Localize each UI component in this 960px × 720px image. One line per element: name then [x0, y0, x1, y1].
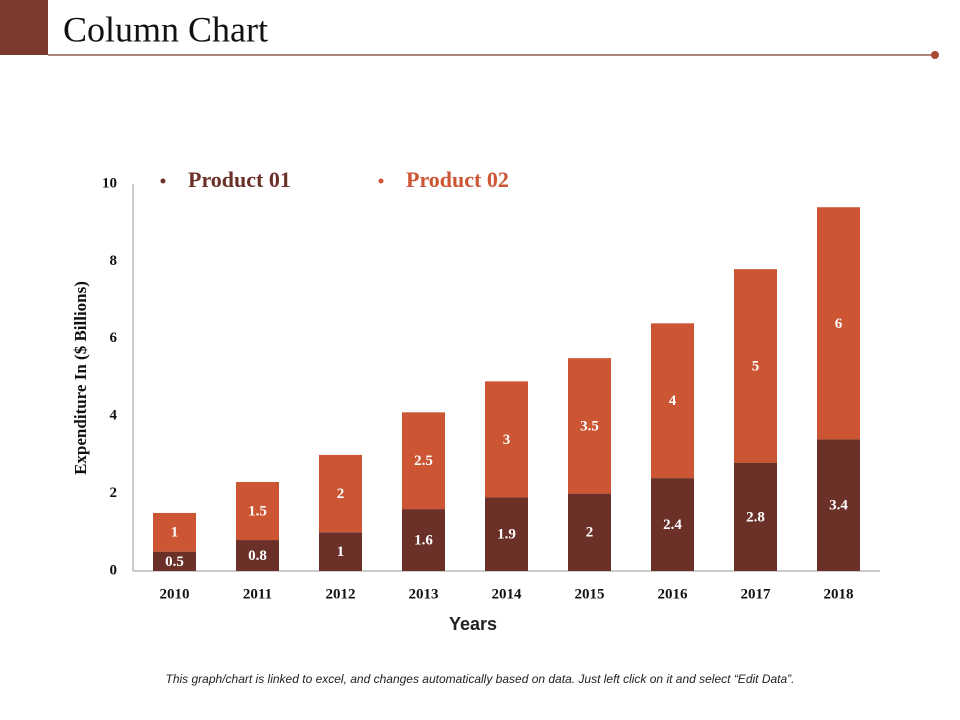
- bar-segment: [153, 512, 196, 552]
- bar-segment: [734, 269, 777, 463]
- data-label: 2: [586, 525, 594, 541]
- data-label: 0.8: [248, 548, 267, 564]
- bar-segment: [485, 381, 528, 498]
- bar-segment: [402, 412, 445, 510]
- data-label: 5: [752, 358, 760, 374]
- bar-segment: [817, 207, 860, 440]
- data-label: 0.5: [165, 554, 184, 570]
- legend-bullet: [378, 178, 384, 184]
- x-tick-label: 2015: [575, 586, 605, 602]
- bar-segment: [319, 454, 362, 533]
- bar-segment: [568, 493, 611, 571]
- y-tick-label: 2: [110, 485, 118, 501]
- data-label: 3.4: [829, 498, 848, 514]
- x-tick-label: 2014: [492, 586, 523, 602]
- bar-segment: [734, 462, 777, 571]
- bar-segment: [402, 509, 445, 571]
- data-label: 6: [835, 316, 843, 332]
- footnote: This graph/chart is linked to excel, and…: [166, 672, 795, 686]
- bar-segment: [319, 532, 362, 571]
- data-label: 1: [171, 525, 179, 541]
- data-label: 3.5: [580, 418, 599, 434]
- bar-segment: [485, 497, 528, 571]
- legend-bullet: [160, 178, 166, 184]
- y-tick-label: 8: [110, 253, 118, 269]
- x-tick-label: 2010: [160, 586, 190, 602]
- y-tick-label: 10: [102, 175, 117, 191]
- y-tick-label: 4: [110, 408, 118, 424]
- data-label: 2: [337, 486, 345, 502]
- title-dot: [931, 51, 939, 59]
- data-label: 3: [503, 432, 511, 448]
- data-label: 2.8: [746, 509, 765, 525]
- bar-segment: [568, 358, 611, 494]
- bar-segment: [236, 481, 279, 541]
- y-tick-label: 0: [110, 562, 118, 578]
- x-tick-label: 2012: [326, 586, 356, 602]
- data-label: 2.5: [414, 453, 433, 469]
- bar-segment: [651, 478, 694, 571]
- x-axis-label: Years: [449, 614, 497, 634]
- x-tick-label: 2011: [243, 586, 272, 602]
- x-tick-label: 2017: [741, 586, 772, 602]
- bar-segment: [651, 323, 694, 479]
- data-label: 4: [669, 393, 677, 409]
- x-tick-label: 2013: [409, 586, 439, 602]
- y-tick-label: 6: [110, 330, 118, 346]
- bar-segment: [817, 439, 860, 571]
- x-tick-label: 2016: [658, 586, 689, 602]
- data-label: 1.5: [248, 503, 267, 519]
- data-label: 1: [337, 544, 345, 560]
- legend-label: Product 01: [188, 167, 291, 192]
- page-title: Column Chart: [63, 9, 268, 49]
- legend-label: Product 02: [406, 167, 509, 192]
- bar-segment: [236, 540, 279, 571]
- data-label: 1.6: [414, 532, 433, 548]
- bar-segment: [153, 551, 196, 571]
- title-square: [0, 0, 48, 55]
- data-label: 1.9: [497, 527, 516, 543]
- x-tick-label: 2018: [824, 586, 854, 602]
- y-axis-label: Expenditure In ($ Billions): [71, 281, 90, 475]
- data-label: 2.4: [663, 517, 682, 533]
